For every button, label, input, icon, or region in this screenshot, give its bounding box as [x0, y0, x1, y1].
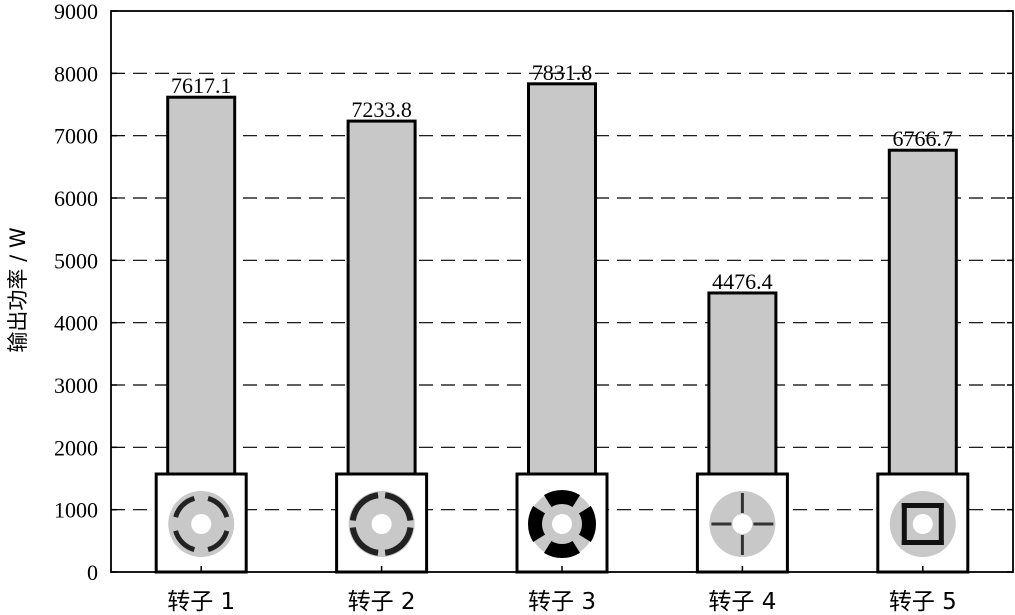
y-tick-label: 4000 — [54, 311, 98, 336]
category-label: 转子 1 — [167, 589, 235, 615]
bar-value-label: 7831.8 — [532, 60, 593, 85]
y-tick-label: 7000 — [54, 124, 98, 149]
y-axis-title: 输出功率 / W — [6, 227, 30, 352]
y-tick-label: 1000 — [54, 498, 98, 523]
rotor-2-icon — [335, 472, 429, 574]
bar-value-label: 7233.8 — [351, 97, 412, 122]
y-tick-label: 6000 — [54, 186, 98, 211]
y-tick-label: 5000 — [54, 248, 98, 273]
rotor-4-icon — [695, 472, 789, 574]
category-label: 转子 4 — [708, 589, 776, 615]
y-tick-label: 8000 — [54, 61, 98, 86]
rotor-3-icon — [515, 472, 609, 574]
y-tick-label: 9000 — [54, 0, 98, 24]
axes: 0 1000 2000 3000 4000 5000 6000 7000 8000 9000 转子 … — [54, 0, 1014, 615]
data-labels: 7617.1 7233.8 7831.8 4476.4 6766.7 — [171, 60, 953, 294]
bar-value-label: 6766.7 — [893, 126, 954, 151]
bar-value-label: 4476.4 — [712, 269, 773, 294]
bar — [166, 95, 237, 476]
bar — [707, 291, 778, 476]
category-label: 转子 2 — [348, 589, 416, 615]
y-tick-label: 0 — [87, 560, 98, 585]
bar-value-label: 7617.1 — [171, 73, 232, 98]
category-label: 转子 3 — [528, 589, 596, 615]
bar — [346, 119, 417, 476]
bar — [887, 148, 958, 476]
category-label: 转子 5 — [889, 589, 957, 615]
rotor-1-icon — [154, 472, 248, 574]
rotor-icons — [154, 472, 970, 574]
bar — [527, 82, 597, 476]
y-tick-label: 2000 — [54, 435, 98, 460]
y-tick-label: 3000 — [54, 373, 98, 398]
rotor-5-icon — [876, 472, 970, 574]
bars — [166, 82, 958, 476]
